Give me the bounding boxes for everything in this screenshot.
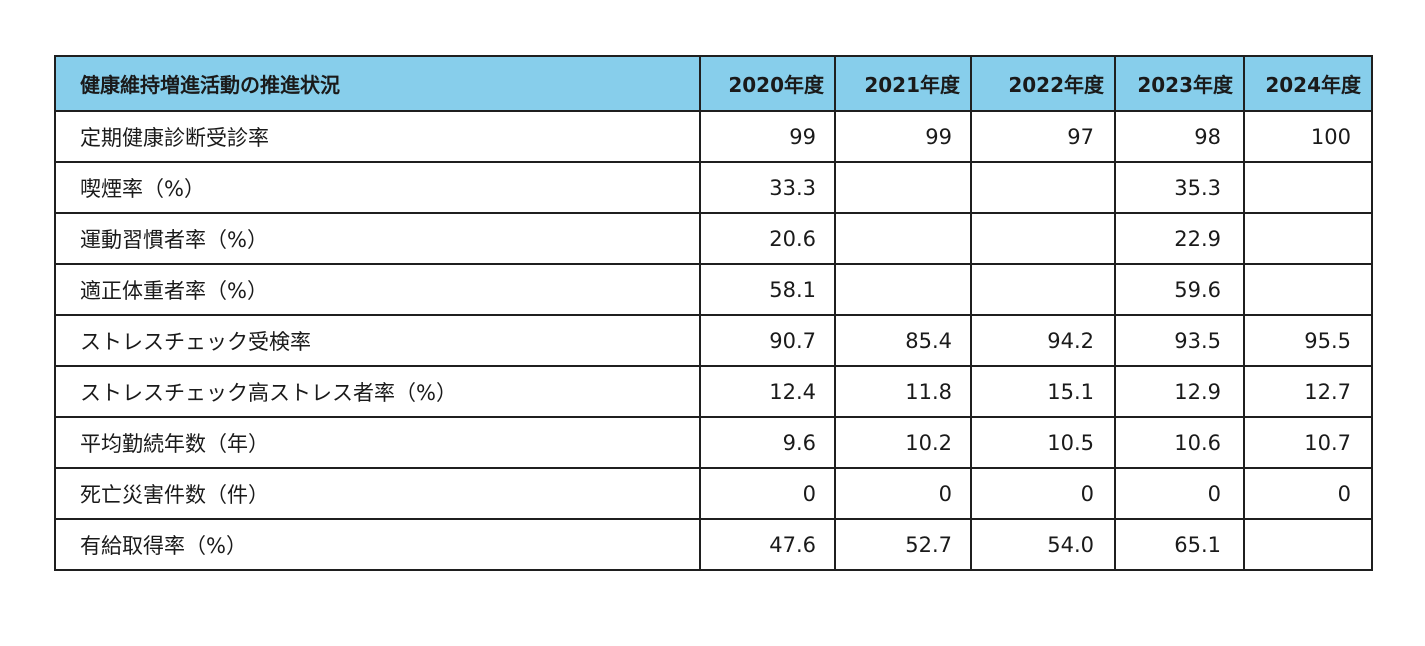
value-cell: 90.7 — [699, 314, 836, 367]
value-cell: 20.6 — [699, 212, 836, 265]
value-cell: 0 — [699, 467, 836, 520]
value-cell: 0 — [970, 467, 1116, 520]
row-label: ストレスチェック高ストレス者率（%） — [54, 365, 701, 418]
value-cell — [970, 161, 1116, 214]
value-cell: 47.6 — [699, 518, 836, 571]
row-label: 喫煙率（%） — [54, 161, 701, 214]
value-cell: 33.3 — [699, 161, 836, 214]
row-label: ストレスチェック受検率 — [54, 314, 701, 367]
value-cell: 65.1 — [1114, 518, 1245, 571]
value-cell: 54.0 — [970, 518, 1116, 571]
value-cell — [834, 161, 972, 214]
value-cell: 98 — [1114, 110, 1245, 163]
value-cell: 12.7 — [1243, 365, 1373, 418]
value-cell: 59.6 — [1114, 263, 1245, 316]
table-header-row: 健康維持増進活動の推進状況 2020年度 2021年度 2022年度 2023年… — [54, 55, 1373, 112]
year-header-2021: 2021年度 — [834, 55, 972, 112]
year-header-2020: 2020年度 — [699, 55, 836, 112]
table-row: 適正体重者率（%） 58.1 59.6 — [54, 263, 1373, 316]
row-label: 有給取得率（%） — [54, 518, 701, 571]
row-label: 運動習慣者率（%） — [54, 212, 701, 265]
value-cell — [970, 263, 1116, 316]
table-body: 定期健康診断受診率 99 99 97 98 100 喫煙率（%） 33.3 35.3 運動習慣者率… — [54, 110, 1373, 571]
year-header-2023: 2023年度 — [1114, 55, 1245, 112]
table-row: 定期健康診断受診率 99 99 97 98 100 — [54, 110, 1373, 163]
value-cell: 10.6 — [1114, 416, 1245, 469]
value-cell: 15.1 — [970, 365, 1116, 418]
table-row: ストレスチェック受検率 90.7 85.4 94.2 93.5 95.5 — [54, 314, 1373, 367]
value-cell — [1243, 212, 1373, 265]
row-label: 死亡災害件数（件） — [54, 467, 701, 520]
table-row: 死亡災害件数（件） 0 0 0 0 0 — [54, 467, 1373, 520]
health-promotion-table: 健康維持増進活動の推進状況 2020年度 2021年度 2022年度 2023年… — [54, 55, 1373, 571]
value-cell: 10.5 — [970, 416, 1116, 469]
year-header-2024: 2024年度 — [1243, 55, 1373, 112]
value-cell: 10.2 — [834, 416, 972, 469]
row-label: 平均勤続年数（年） — [54, 416, 701, 469]
value-cell — [1243, 263, 1373, 316]
value-cell: 100 — [1243, 110, 1373, 163]
value-cell: 95.5 — [1243, 314, 1373, 367]
value-cell — [1243, 161, 1373, 214]
value-cell: 12.4 — [699, 365, 836, 418]
value-cell: 35.3 — [1114, 161, 1245, 214]
value-cell — [834, 212, 972, 265]
value-cell: 0 — [834, 467, 972, 520]
value-cell: 52.7 — [834, 518, 972, 571]
row-label: 適正体重者率（%） — [54, 263, 701, 316]
table-row: ストレスチェック高ストレス者率（%） 12.4 11.8 15.1 12.9 12.7 — [54, 365, 1373, 418]
value-cell: 12.9 — [1114, 365, 1245, 418]
value-cell: 85.4 — [834, 314, 972, 367]
table-row: 平均勤続年数（年） 9.6 10.2 10.5 10.6 10.7 — [54, 416, 1373, 469]
year-header-2022: 2022年度 — [970, 55, 1116, 112]
value-cell — [834, 263, 972, 316]
value-cell: 93.5 — [1114, 314, 1245, 367]
table-row: 喫煙率（%） 33.3 35.3 — [54, 161, 1373, 214]
value-cell — [970, 212, 1116, 265]
table-title-header: 健康維持増進活動の推進状況 — [54, 55, 701, 112]
value-cell: 94.2 — [970, 314, 1116, 367]
value-cell: 10.7 — [1243, 416, 1373, 469]
value-cell: 99 — [699, 110, 836, 163]
table-row: 運動習慣者率（%） 20.6 22.9 — [54, 212, 1373, 265]
value-cell: 58.1 — [699, 263, 836, 316]
value-cell: 97 — [970, 110, 1116, 163]
value-cell: 9.6 — [699, 416, 836, 469]
value-cell: 0 — [1114, 467, 1245, 520]
value-cell: 22.9 — [1114, 212, 1245, 265]
table-row: 有給取得率（%） 47.6 52.7 54.0 65.1 — [54, 518, 1373, 571]
value-cell — [1243, 518, 1373, 571]
value-cell: 0 — [1243, 467, 1373, 520]
row-label: 定期健康診断受診率 — [54, 110, 701, 163]
value-cell: 11.8 — [834, 365, 972, 418]
value-cell: 99 — [834, 110, 972, 163]
